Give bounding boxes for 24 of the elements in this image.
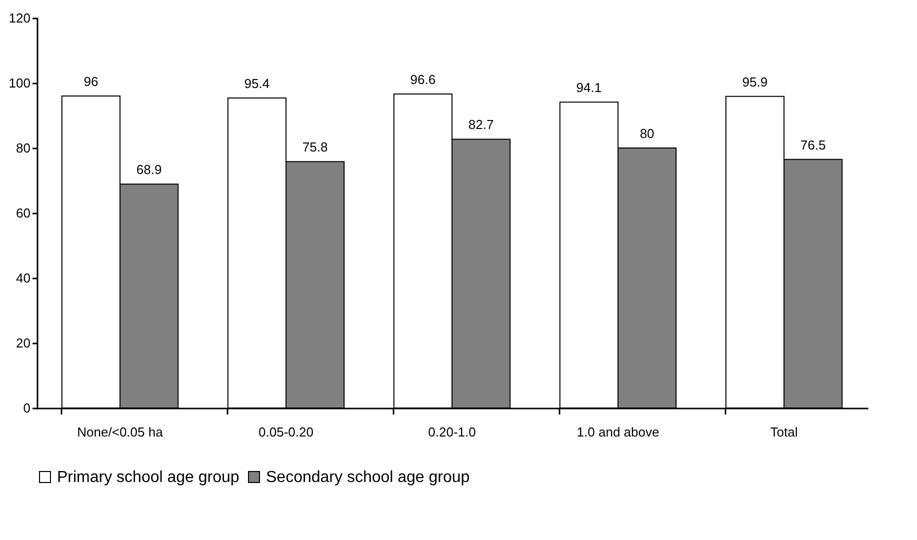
- data-label: 80: [640, 126, 654, 141]
- y-tick-label: 120: [8, 10, 30, 26]
- data-label: 68.9: [136, 162, 162, 178]
- y-tick-label: 0: [23, 400, 30, 416]
- x-tick-label: 0.20-1.0: [428, 424, 476, 440]
- y-tick-label: 80: [16, 140, 30, 156]
- y-tick-label: 100: [8, 76, 30, 90]
- data-label: 76.5: [800, 137, 826, 152]
- legend-label: Primary school age group: [57, 469, 240, 486]
- x-tick-label: 0.05-0.20: [258, 424, 314, 440]
- data-label: 95.4: [244, 76, 270, 91]
- x-tick-label: None/<0.05 ha: [77, 424, 164, 440]
- data-label: 82.7: [468, 117, 494, 132]
- data-label: 96.6: [410, 72, 436, 88]
- data-label: 96: [84, 74, 98, 89]
- data-label: 94.1: [576, 80, 602, 96]
- y-tick-label: 60: [16, 206, 30, 220]
- legend-label: Secondary school age group: [266, 469, 470, 486]
- data-label: 95.9: [742, 74, 768, 90]
- y-tick-label: 20: [16, 336, 30, 350]
- y-tick-label: 40: [16, 270, 30, 286]
- data-label: 75.8: [302, 140, 328, 155]
- x-tick-label: Total: [770, 424, 798, 440]
- x-tick-label: 1.0 and above: [576, 424, 660, 440]
